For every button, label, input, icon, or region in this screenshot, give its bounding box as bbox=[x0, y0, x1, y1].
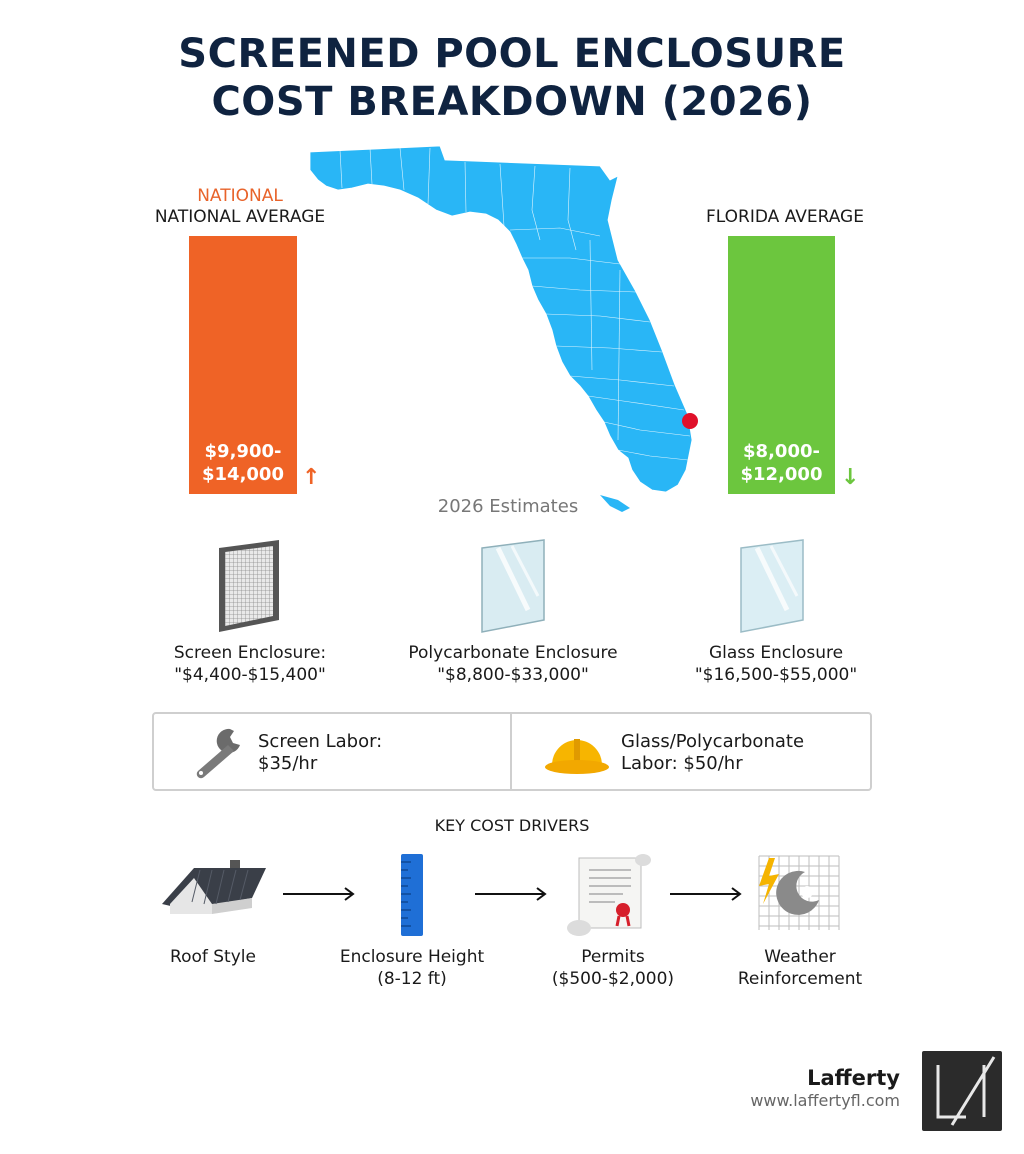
page-title: SCREENED POOL ENCLOSURE COST BREAKDOWN (… bbox=[0, 30, 1024, 126]
labor-divider bbox=[510, 714, 512, 789]
driver-permits-line1: Permits bbox=[581, 947, 645, 967]
wrench-icon bbox=[196, 728, 240, 779]
polycarbonate-enclosure-label: Polycarbonate Enclosure "$8,800-$33,000" bbox=[375, 642, 651, 686]
glass-panel-icon bbox=[740, 539, 804, 633]
national-tag: NATIONAL bbox=[197, 186, 283, 206]
title-line-1: SCREENED POOL ENCLOSURE bbox=[178, 31, 846, 77]
florida-range: $8,000- $12,000 bbox=[728, 440, 835, 486]
screen-labor-rate: $35/hr bbox=[258, 753, 318, 774]
driver-weather-line1: Weather bbox=[764, 947, 836, 967]
polycarbonate-enclosure-name: Polycarbonate Enclosure bbox=[408, 643, 618, 663]
arrow-down-icon: ↓ bbox=[841, 465, 860, 490]
florida-average-bar: $8,000- $12,000 bbox=[728, 236, 835, 494]
brand-name: Lafferty bbox=[807, 1066, 900, 1090]
florida-range-low: $8,000- bbox=[743, 441, 820, 462]
driver-permits-line2: ($500-$2,000) bbox=[551, 969, 675, 989]
screen-panel-icon bbox=[219, 540, 279, 632]
driver-weather-reinforcement: Weather Reinforcement bbox=[716, 946, 884, 990]
hurricane-icon bbox=[758, 855, 840, 930]
national-range-low: $9,900- bbox=[204, 441, 282, 462]
glass-enclosure-label: Glass Enclosure "$16,500-$55,000" bbox=[666, 642, 886, 686]
national-average-label: NATIONAL AVERAGE bbox=[154, 207, 326, 227]
florida-map-icon bbox=[309, 145, 698, 512]
driver-weather-line2: Reinforcement bbox=[737, 969, 863, 989]
flow-arrow-icon bbox=[283, 887, 355, 901]
screen-enclosure-price: "$4,400-$15,400" bbox=[174, 665, 326, 685]
screen-enclosure-label: Screen Enclosure: "$4,400-$15,400" bbox=[140, 642, 360, 686]
lafferty-logo-icon bbox=[922, 1051, 1002, 1131]
national-average-bar: $9,900- $14,000 bbox=[189, 236, 297, 494]
driver-enclosure-height-line2: (8-12 ft) bbox=[377, 969, 447, 989]
ruler-icon bbox=[401, 854, 423, 936]
glass-enclosure-name: Glass Enclosure bbox=[708, 643, 844, 663]
flow-arrow-icon bbox=[475, 887, 547, 901]
flow-arrow-icon bbox=[670, 887, 742, 901]
brand-url: www.laffertyfl.com bbox=[750, 1091, 900, 1110]
screen-labor-title: Screen Labor: bbox=[258, 731, 383, 752]
screen-enclosure-name: Screen Enclosure: bbox=[173, 643, 327, 663]
polycarbonate-panel-icon bbox=[481, 539, 545, 633]
florida-range-high: $12,000 bbox=[740, 464, 823, 485]
national-range-high: $14,000 bbox=[202, 464, 284, 485]
florida-average-label: FLORIDA AVERAGE bbox=[706, 207, 864, 227]
driver-permits: Permits ($500-$2,000) bbox=[520, 946, 706, 990]
estimates-footnote: 2026 Estimates bbox=[437, 496, 579, 517]
driver-roof-style-line1: Roof Style bbox=[170, 947, 256, 967]
driver-roof-style: Roof Style bbox=[130, 946, 296, 968]
driver-enclosure-height: Enclosure Height (8-12 ft) bbox=[320, 946, 504, 990]
glass-enclosure-price: "$16,500-$55,000" bbox=[694, 665, 858, 685]
roof-icon bbox=[162, 860, 266, 914]
polycarbonate-enclosure-price: "$8,800-$33,000" bbox=[437, 665, 589, 685]
glass-polycarbonate-labor-title: Glass/Polycarbonate bbox=[621, 731, 805, 752]
national-range: $9,900- $14,000 bbox=[189, 440, 297, 486]
screen-labor-label: Screen Labor: $35/hr bbox=[258, 731, 382, 775]
title-line-2: COST BREAKDOWN (2026) bbox=[211, 79, 813, 125]
arrow-up-icon: ↑ bbox=[302, 465, 321, 490]
key-cost-drivers-heading: KEY COST DRIVERS bbox=[434, 816, 590, 835]
glass-polycarbonate-labor-label: Glass/Polycarbonate Labor: $50/hr bbox=[621, 731, 804, 775]
hard-hat-icon bbox=[545, 739, 609, 774]
driver-enclosure-height-line1: Enclosure Height bbox=[339, 947, 485, 967]
glass-polycarbonate-labor-rate: Labor: $50/hr bbox=[621, 753, 743, 774]
location-marker-icon bbox=[682, 413, 698, 429]
permit-scroll-icon bbox=[567, 854, 651, 936]
labor-rates-panel bbox=[152, 712, 872, 791]
